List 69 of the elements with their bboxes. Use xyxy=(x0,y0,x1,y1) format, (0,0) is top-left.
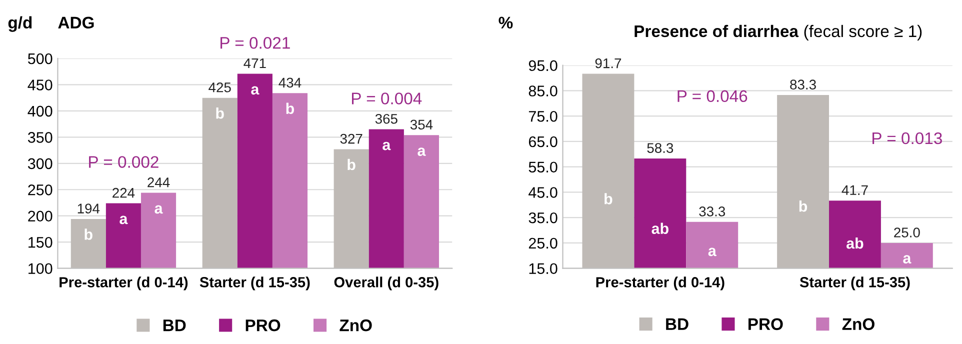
y-tick-label: 65.0 xyxy=(528,136,558,148)
y-tick-label: 250 xyxy=(28,184,52,196)
legend-label: PRO xyxy=(748,318,783,330)
x-tick-label: Pre-starter (d 0-14) xyxy=(596,276,724,290)
data-label: 425 xyxy=(208,82,231,92)
chart-title: Presence of diarrhea xyxy=(634,24,799,38)
y-tick-label: 25.0 xyxy=(528,238,558,249)
y-tick-label: 55.0 xyxy=(528,162,558,173)
annotation: P = 0.002 xyxy=(89,156,158,168)
y-tick-label: 500 xyxy=(28,53,52,64)
annotation: a xyxy=(154,205,163,214)
annotation: a xyxy=(418,148,426,156)
legend-label: BD xyxy=(163,320,186,332)
annotation: a xyxy=(251,86,260,95)
y-tick-label: 75.0 xyxy=(528,110,558,122)
x-tick-label: Pre-starter (d 0-14) xyxy=(60,276,188,290)
data-label: 434 xyxy=(278,78,302,88)
data-label: 33.3 xyxy=(699,206,726,216)
annotation: b xyxy=(348,158,356,170)
legend-label: PRO xyxy=(246,319,280,332)
annotation: b xyxy=(604,193,612,204)
y-tick-label: 100 xyxy=(28,263,52,274)
legend-label: ZnO xyxy=(842,318,874,330)
y-tick-label: 95.0 xyxy=(528,60,558,72)
annotation: a xyxy=(382,142,391,150)
y-tick-label: 450 xyxy=(28,80,52,90)
chart-title: ADG xyxy=(58,16,94,29)
legend-label: BD xyxy=(666,318,688,330)
legend-label: ZnO xyxy=(340,319,372,332)
y-tick-label: 85.0 xyxy=(528,86,558,96)
y-tick-label: 150 xyxy=(28,236,52,248)
y-tick-label: 300 xyxy=(28,158,52,170)
y-tick-label: 400 xyxy=(28,106,52,117)
y-axis-title: % xyxy=(498,16,513,29)
data-label: 41.7 xyxy=(842,185,868,195)
x-tick-label: Overall (d 0-35) xyxy=(334,276,438,290)
y-tick-label: 45.0 xyxy=(528,187,558,198)
y-tick-label: 15.0 xyxy=(529,263,558,274)
data-label: 194 xyxy=(78,204,100,214)
y-tick-label: 200 xyxy=(28,210,52,222)
annotation: b xyxy=(216,107,224,119)
annotation: ab xyxy=(846,237,864,249)
y-tick-label: 350 xyxy=(28,132,52,143)
data-label: 327 xyxy=(340,134,362,144)
annotation: P = 0.046 xyxy=(678,90,748,102)
annotation: b xyxy=(286,102,294,114)
annotation: P = 0.004 xyxy=(352,92,422,104)
data-label: 365 xyxy=(375,114,398,124)
data-label: 58.3 xyxy=(647,143,674,153)
annotation: b xyxy=(84,228,92,240)
annotation: a xyxy=(120,216,128,224)
data-label: 83.3 xyxy=(790,80,816,90)
data-label: 471 xyxy=(244,58,266,68)
text: P = 0.021 xyxy=(220,36,290,49)
annotation: ab xyxy=(652,222,668,234)
data-label: 354 xyxy=(410,120,433,130)
x-tick-label: Starter (d 15-35) xyxy=(800,276,910,290)
data-label: 91.7 xyxy=(595,58,622,68)
annotation: a xyxy=(903,255,912,264)
annotation: b xyxy=(799,200,808,212)
data-label: 244 xyxy=(148,177,170,188)
chart-subtitle: (fecal score ≥ 1) xyxy=(804,24,922,40)
data-label: 25.0 xyxy=(894,228,920,238)
annotation: P = 0.013 xyxy=(872,132,942,144)
x-tick-label: Starter (d 15-35) xyxy=(200,276,310,290)
annotation: a xyxy=(708,248,716,256)
y-axis-title: g/d xyxy=(8,16,32,32)
y-tick-label: 35.0 xyxy=(528,212,558,224)
data-label: 224 xyxy=(112,188,135,198)
